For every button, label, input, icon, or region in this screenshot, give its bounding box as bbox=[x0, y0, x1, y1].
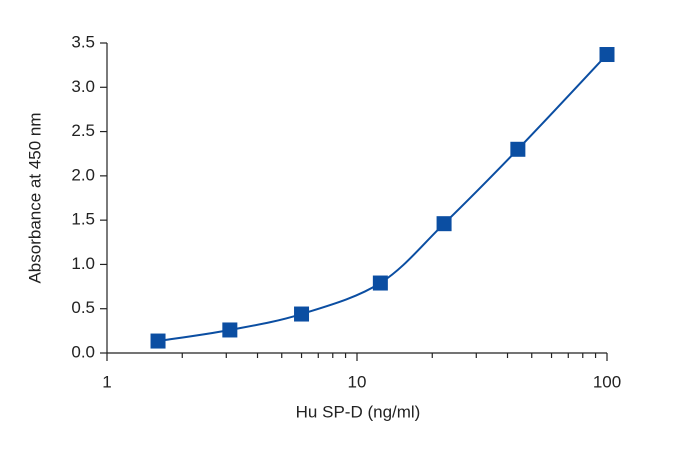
point bbox=[510, 141, 526, 157]
point bbox=[294, 306, 310, 322]
point bbox=[372, 275, 388, 291]
x-tick-label: 1 bbox=[102, 372, 111, 391]
point bbox=[599, 47, 615, 63]
y-tick-label: 1.0 bbox=[71, 254, 95, 273]
x-axis-label: Hu SP-D (ng/ml) bbox=[296, 402, 421, 421]
y-tick-label: 0.0 bbox=[71, 342, 95, 361]
x-tick-label: 10 bbox=[348, 372, 367, 391]
fit-line bbox=[157, 53, 608, 343]
y-tick-label: 3.5 bbox=[71, 32, 95, 51]
x-tick-label: 100 bbox=[593, 372, 621, 391]
y-tick-label: 0.5 bbox=[71, 298, 95, 317]
y-axis-label: Absorbance at 450 nm bbox=[25, 112, 44, 283]
point bbox=[150, 333, 166, 349]
y-tick-label: 1.5 bbox=[71, 210, 95, 229]
y-tick-label: 3.0 bbox=[71, 77, 95, 96]
point bbox=[436, 216, 452, 232]
y-tick-label: 2.0 bbox=[71, 165, 95, 184]
y-tick-label: 2.5 bbox=[71, 121, 95, 140]
point bbox=[222, 322, 238, 338]
